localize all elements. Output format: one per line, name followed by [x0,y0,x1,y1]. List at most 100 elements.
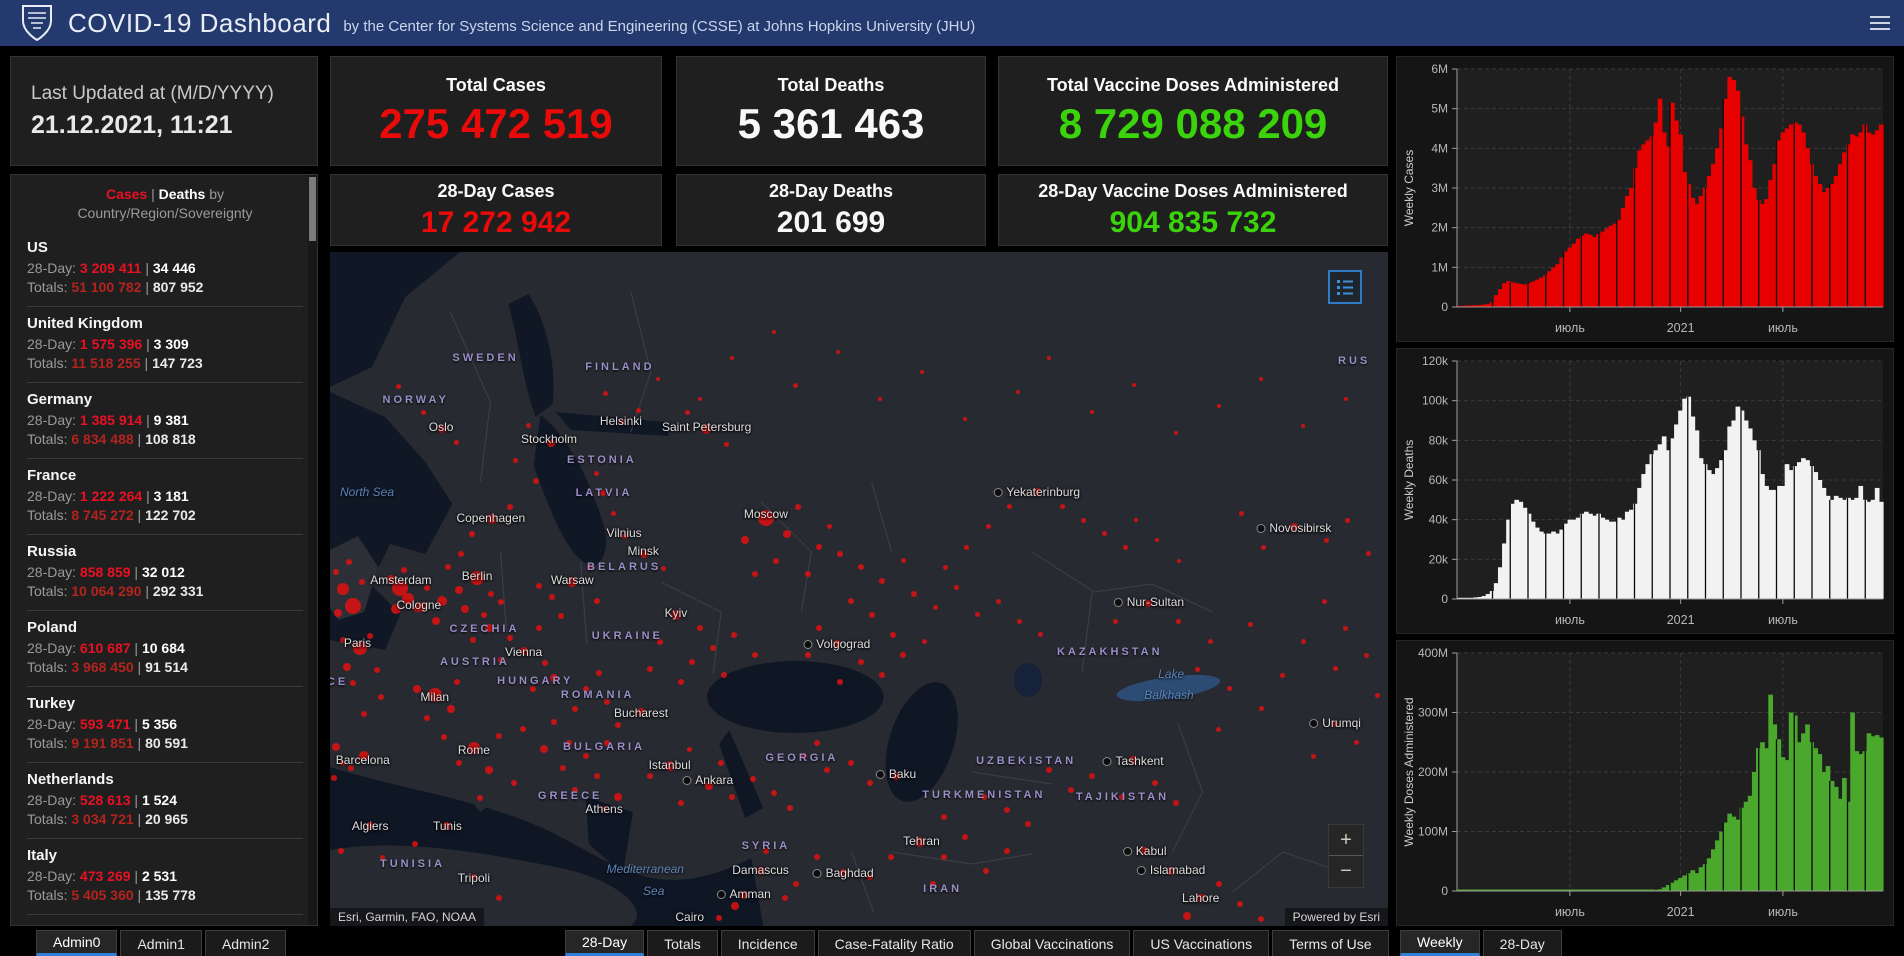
case-bubble[interactable] [461,605,470,614]
case-bubble[interactable] [342,662,351,671]
case-bubble[interactable] [866,780,873,787]
case-bubble[interactable] [805,571,812,578]
case-bubble[interactable] [438,424,447,433]
country-list-item[interactable]: Italy 28-Day: 473 269 | 2 531 Totals: 5 40… [27,839,303,915]
case-bubble[interactable] [602,391,608,397]
case-bubble[interactable] [583,685,590,692]
case-bubble[interactable] [336,583,349,595]
case-bubble[interactable] [470,874,477,881]
case-bubble[interactable] [420,409,426,415]
case-bubble[interactable] [1366,551,1372,557]
case-bubble[interactable] [622,533,629,540]
case-bubble[interactable] [366,822,375,831]
case-bubble[interactable] [1364,652,1370,658]
case-bubble[interactable] [1047,356,1052,361]
case-bubble[interactable] [657,638,664,645]
case-bubble[interactable] [847,598,854,605]
case-bubble[interactable] [358,579,365,586]
case-bubble[interactable] [334,608,343,617]
case-bubble[interactable] [1215,881,1222,888]
case-bubble[interactable] [530,685,537,692]
case-bubble[interactable] [456,759,463,766]
case-bubble[interactable] [1279,672,1285,678]
case-bubble[interactable] [1173,800,1180,807]
case-bubble[interactable] [943,564,949,570]
case-bubble[interactable] [566,739,573,746]
case-bubble[interactable] [367,633,374,640]
case-bubble[interactable] [1182,911,1191,920]
case-bubble[interactable] [858,658,865,665]
case-bubble[interactable] [813,739,820,746]
case-bubble[interactable] [390,604,401,615]
case-bubble[interactable] [678,679,685,685]
total-deaths-panel[interactable]: Total Deaths 5 361 463 [676,56,986,166]
case-bubble[interactable] [985,524,991,530]
case-bubble[interactable] [757,510,774,527]
case-bubble[interactable] [1300,639,1306,645]
case-bubble[interactable] [697,625,704,632]
case-bubble[interactable] [411,840,418,847]
case-bubble[interactable] [835,349,840,354]
case-bubble[interactable] [900,652,907,659]
tab-map-us-vaccinations[interactable]: US Vaccinations [1133,930,1270,956]
case-bubble[interactable] [567,576,578,587]
case-bubble[interactable] [781,894,788,901]
case-bubble[interactable] [930,881,937,888]
case-bubble[interactable] [731,901,740,910]
case-bubble[interactable] [1004,847,1011,854]
weekly-cases-chart[interactable]: 0 1M 2M 3M 4M 5M 6M июль 2021 июль Weekly Cases [1396,56,1894,342]
case-bubble[interactable] [445,564,452,571]
case-bubble[interactable] [1101,531,1107,537]
case-bubble[interactable] [373,666,380,673]
case-bubble[interactable] [698,396,703,401]
tab-map-terms-of-use[interactable]: Terms of Use [1272,930,1389,956]
tab-map-global-vaccinations[interactable]: Global Vaccinations [973,930,1131,956]
case-bubble[interactable] [332,743,341,752]
case-bubble[interactable] [346,559,353,566]
case-bubble[interactable] [453,679,460,685]
case-bubble[interactable] [720,672,727,679]
case-bubble[interactable] [572,705,579,712]
case-bubble[interactable] [358,751,369,762]
case-bubble[interactable] [1332,720,1339,727]
case-bubble[interactable] [402,593,415,606]
case-bubble[interactable] [636,407,642,413]
case-bubble[interactable] [1289,522,1298,531]
case-bubble[interactable] [800,753,807,760]
case-bubble[interactable] [836,679,843,685]
case-bubble[interactable] [892,772,901,781]
tab-admin-admin0[interactable]: Admin0 [36,930,118,956]
case-bubble[interactable] [496,894,503,901]
case-bubble[interactable] [519,726,526,733]
case-bubble[interactable] [1123,544,1129,550]
case-bubble[interactable] [484,624,493,633]
case-bubble[interactable] [533,478,540,485]
case-bubble[interactable] [477,794,484,801]
case-bubble[interactable] [1129,756,1138,765]
case-bubble[interactable] [858,564,865,571]
case-bubble[interactable] [1236,901,1243,908]
case-bubble[interactable] [547,438,556,447]
case-bubble[interactable] [396,384,402,390]
case-bubble[interactable] [550,673,559,682]
case-bubble[interactable] [557,612,564,619]
case-bubble[interactable] [794,503,801,510]
case-bubble[interactable] [1167,866,1176,875]
zoom-in-button[interactable]: + [1329,825,1363,856]
case-bubble[interactable] [1374,692,1380,698]
case-bubble[interactable] [595,670,602,677]
country-list-scrollbar[interactable] [308,175,317,925]
case-bubble[interactable] [511,780,518,787]
weekly-deaths-chart[interactable]: 0 20k 40k 60k 80k 100k 120k июль 2021 июль Weekly … [1396,348,1894,634]
case-bubble[interactable] [664,761,675,772]
total-cases-panel[interactable]: Total Cases 275 472 519 [330,56,662,166]
case-bubble[interactable] [911,591,918,598]
case-bubble[interactable] [512,458,518,464]
case-bubble[interactable] [1195,667,1201,673]
case-bubble[interactable] [771,789,778,796]
case-bubble[interactable] [1176,558,1181,563]
case-bubble[interactable] [670,609,681,620]
zoom-out-button[interactable]: − [1340,860,1352,882]
case-bubble[interactable] [687,746,693,752]
case-bubble[interactable] [519,647,528,655]
